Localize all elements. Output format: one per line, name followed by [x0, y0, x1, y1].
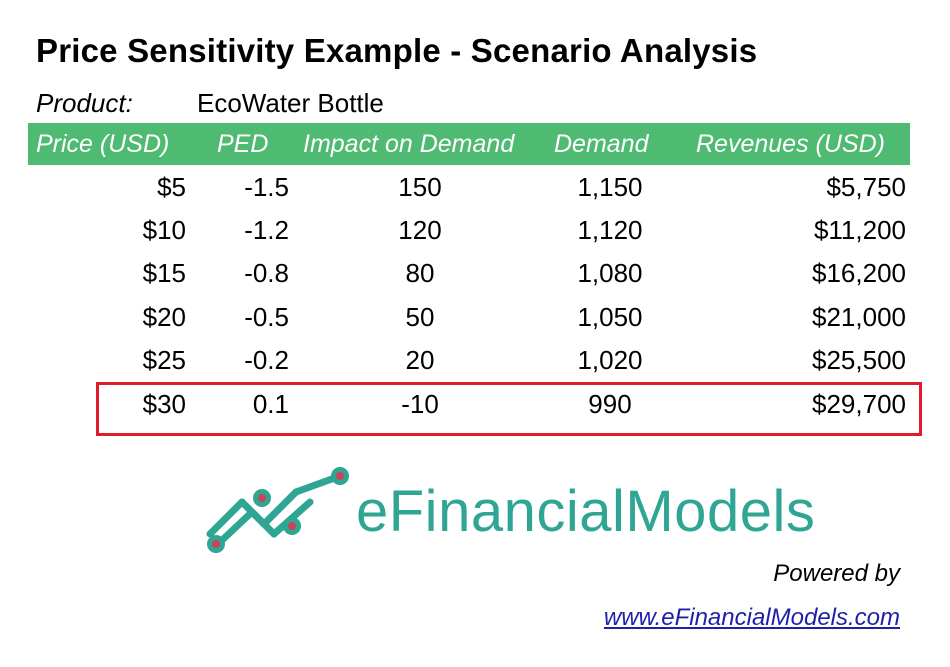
cell-ped: -1.5 [244, 172, 289, 202]
cell-revenues: $11,200 [813, 215, 906, 245]
cell-demand: 990 [588, 389, 632, 419]
cell-impact: -10 [401, 389, 439, 419]
table-row: $25 -0.2 20 1,020 $25,500 [0, 339, 950, 382]
cell-ped: -0.5 [244, 302, 289, 332]
cell-revenues: $16,200 [812, 258, 906, 288]
header-price: Price (USD) [36, 130, 170, 158]
powered-by-label: Powered by [773, 560, 900, 587]
highlight-box [96, 382, 922, 436]
cell-demand: 1,120 [577, 215, 643, 245]
brand-logo-text: eFinancialModels [356, 479, 816, 544]
cell-revenues: $25,500 [812, 345, 906, 375]
product-label: Product: [36, 88, 133, 118]
header-impact: Impact on Demand [303, 130, 515, 158]
table-row: $5 -1.5 150 1,150 $5,750 [0, 166, 950, 209]
cell-impact: 120 [398, 215, 442, 245]
header-ped: PED [217, 130, 269, 158]
cell-price: $25 [142, 345, 186, 375]
header-revenues: Revenues (USD) [696, 130, 885, 158]
cell-ped: -0.8 [244, 258, 289, 288]
cell-demand: 1,020 [577, 345, 643, 375]
cell-impact: 150 [398, 172, 442, 202]
cell-price: $20 [142, 302, 186, 332]
cell-revenues: $5,750 [826, 172, 906, 202]
header-demand: Demand [554, 130, 649, 158]
cell-impact: 80 [405, 258, 435, 288]
page-title: Price Sensitivity Example - Scenario Ana… [36, 32, 758, 69]
table-header: Price (USD) PED Impact on Demand Demand … [28, 123, 910, 165]
cell-demand: 1,150 [577, 172, 643, 202]
cell-price: $5 [157, 172, 186, 202]
cell-demand: 1,080 [577, 258, 643, 288]
cell-impact: 50 [405, 302, 435, 332]
cell-ped: -1.2 [244, 215, 289, 245]
cell-impact: 20 [405, 345, 435, 375]
cell-demand: 1,050 [577, 302, 643, 332]
product-name: EcoWater Bottle [197, 88, 384, 118]
chart-line-logo-icon [206, 467, 349, 553]
website-link[interactable]: www.eFinancialModels.com [603, 604, 900, 631]
cell-ped: 0.1 [252, 389, 289, 419]
table-row-highlighted: $30 0.1 -10 990 $29,700 [0, 383, 950, 426]
table-row: $15 -0.8 80 1,080 $16,200 [0, 252, 950, 295]
cell-revenues: $29,700 [812, 389, 906, 419]
cell-revenues: $21,000 [812, 302, 906, 332]
cell-price: $30 [142, 389, 186, 419]
table-row: $20 -0.5 50 1,050 $21,000 [0, 296, 950, 339]
cell-price: $15 [142, 258, 186, 288]
cell-price: $10 [142, 215, 186, 245]
table-row: $10 -1.2 120 1,120 $11,200 [0, 209, 950, 252]
cell-ped: -0.2 [244, 345, 289, 375]
